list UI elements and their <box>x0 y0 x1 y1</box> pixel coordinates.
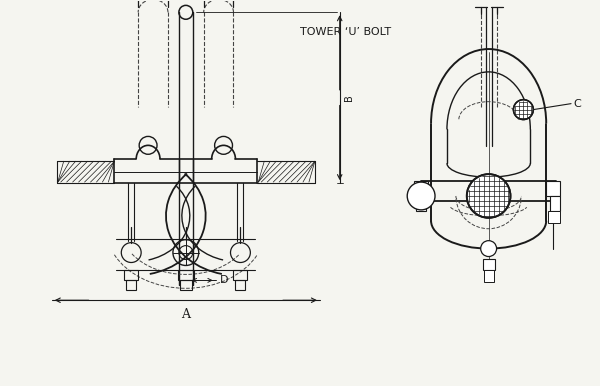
Bar <box>233 271 247 280</box>
Bar <box>546 181 560 196</box>
Bar <box>414 181 428 196</box>
Bar <box>180 280 192 290</box>
Text: TOWER ‘U’ BOLT: TOWER ‘U’ BOLT <box>300 27 391 37</box>
Bar <box>124 271 138 280</box>
Circle shape <box>467 174 511 218</box>
Bar <box>548 211 560 223</box>
Text: D: D <box>220 275 228 285</box>
Bar <box>416 196 426 211</box>
Text: C: C <box>573 99 581 108</box>
Bar <box>235 280 245 290</box>
Bar <box>126 280 136 290</box>
Text: B: B <box>344 94 353 101</box>
Circle shape <box>407 182 435 210</box>
Bar <box>484 271 494 282</box>
Bar <box>178 271 194 280</box>
Text: A: A <box>181 308 190 321</box>
Circle shape <box>514 100 533 120</box>
Circle shape <box>481 240 497 257</box>
Bar <box>550 196 560 211</box>
Bar <box>482 259 494 271</box>
